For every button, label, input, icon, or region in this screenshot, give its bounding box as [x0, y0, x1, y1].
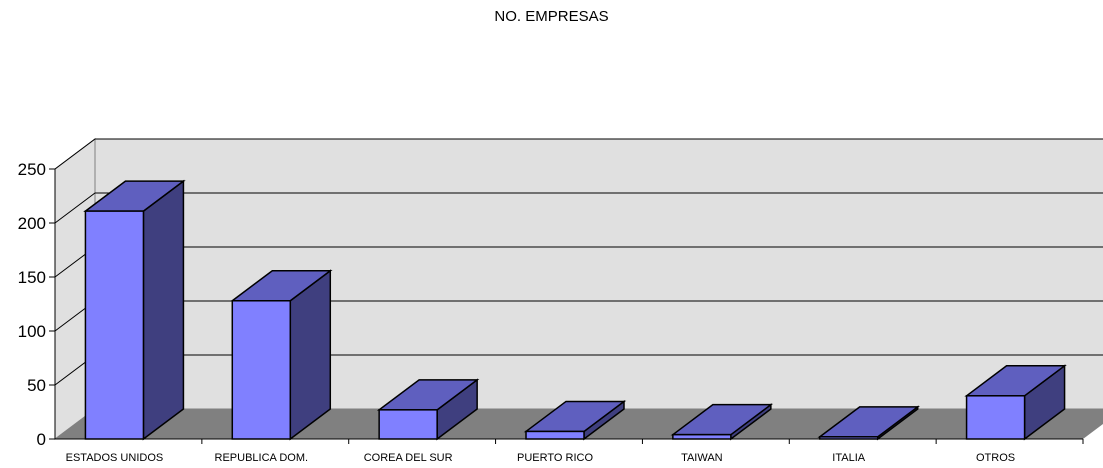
y-tick-label: 100 [18, 322, 46, 341]
y-tick-label: 150 [18, 268, 46, 287]
bar-side [142, 179, 185, 441]
x-tick-label: ESTADOS UNIDOS [66, 452, 164, 464]
x-tick-label: ITALIA [832, 452, 865, 464]
bar [231, 300, 292, 440]
x-tick-label: OTROS [976, 452, 1015, 464]
bar [672, 433, 732, 440]
bar [84, 210, 145, 440]
x-tick-label: PUERTO RICO [517, 452, 593, 464]
y-tick-label: 50 [27, 376, 46, 395]
y-tick-label: 250 [18, 160, 46, 179]
bar [818, 436, 879, 440]
y-tick-label: 200 [18, 214, 46, 233]
y-tick-label: 0 [37, 430, 46, 449]
bar [525, 430, 585, 440]
x-tick-label: REPUBLICA DOM. [215, 452, 309, 464]
x-tick-label: COREA DEL SUR [364, 452, 453, 464]
bar [378, 409, 438, 440]
chart-title: NO. EMPRESAS [494, 8, 609, 25]
bar [965, 395, 1026, 440]
x-tick-label: TAIWAN [681, 452, 723, 464]
gridline [54, 192, 1103, 224]
gridline [54, 138, 1103, 170]
